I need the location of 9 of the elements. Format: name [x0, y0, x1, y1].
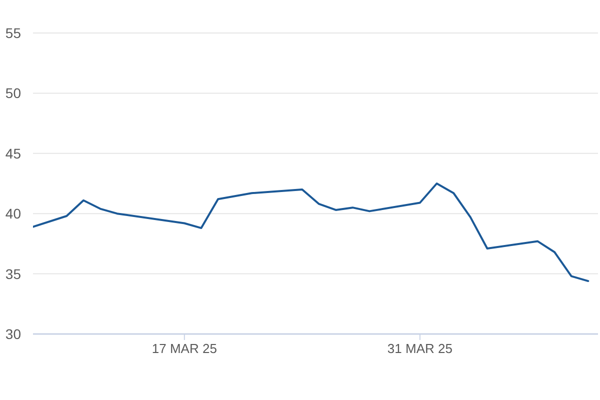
x-tick-label: 31 MAR 25 — [387, 341, 452, 356]
x-tick-label: 17 MAR 25 — [152, 341, 217, 356]
line-series — [33, 182, 590, 282]
y-tick-label: 40 — [5, 206, 22, 222]
y-tick-label: 50 — [5, 85, 22, 102]
y-tick-label: 35 — [5, 266, 22, 282]
y-tick-label: 55 — [5, 24, 22, 41]
y-tick-label: 45 — [5, 145, 22, 162]
y-tick-label: 30 — [5, 326, 22, 342]
